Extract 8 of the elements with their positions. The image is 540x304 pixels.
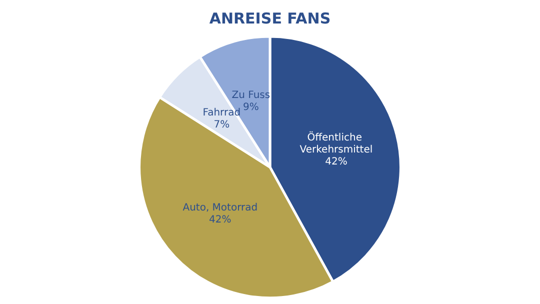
slice-label: Öffentliche Verkehrsmittel <box>300 130 373 156</box>
data-label: 7% <box>214 119 230 130</box>
slice-label: Auto, Motorrad <box>182 202 258 214</box>
data-label: 42% <box>209 214 232 226</box>
chart-title: ANREISE FANS <box>209 10 331 28</box>
slice-label: Fahrrad <box>202 107 241 118</box>
data-label: 9% <box>242 102 259 114</box>
data-label: 42% <box>325 156 348 168</box>
